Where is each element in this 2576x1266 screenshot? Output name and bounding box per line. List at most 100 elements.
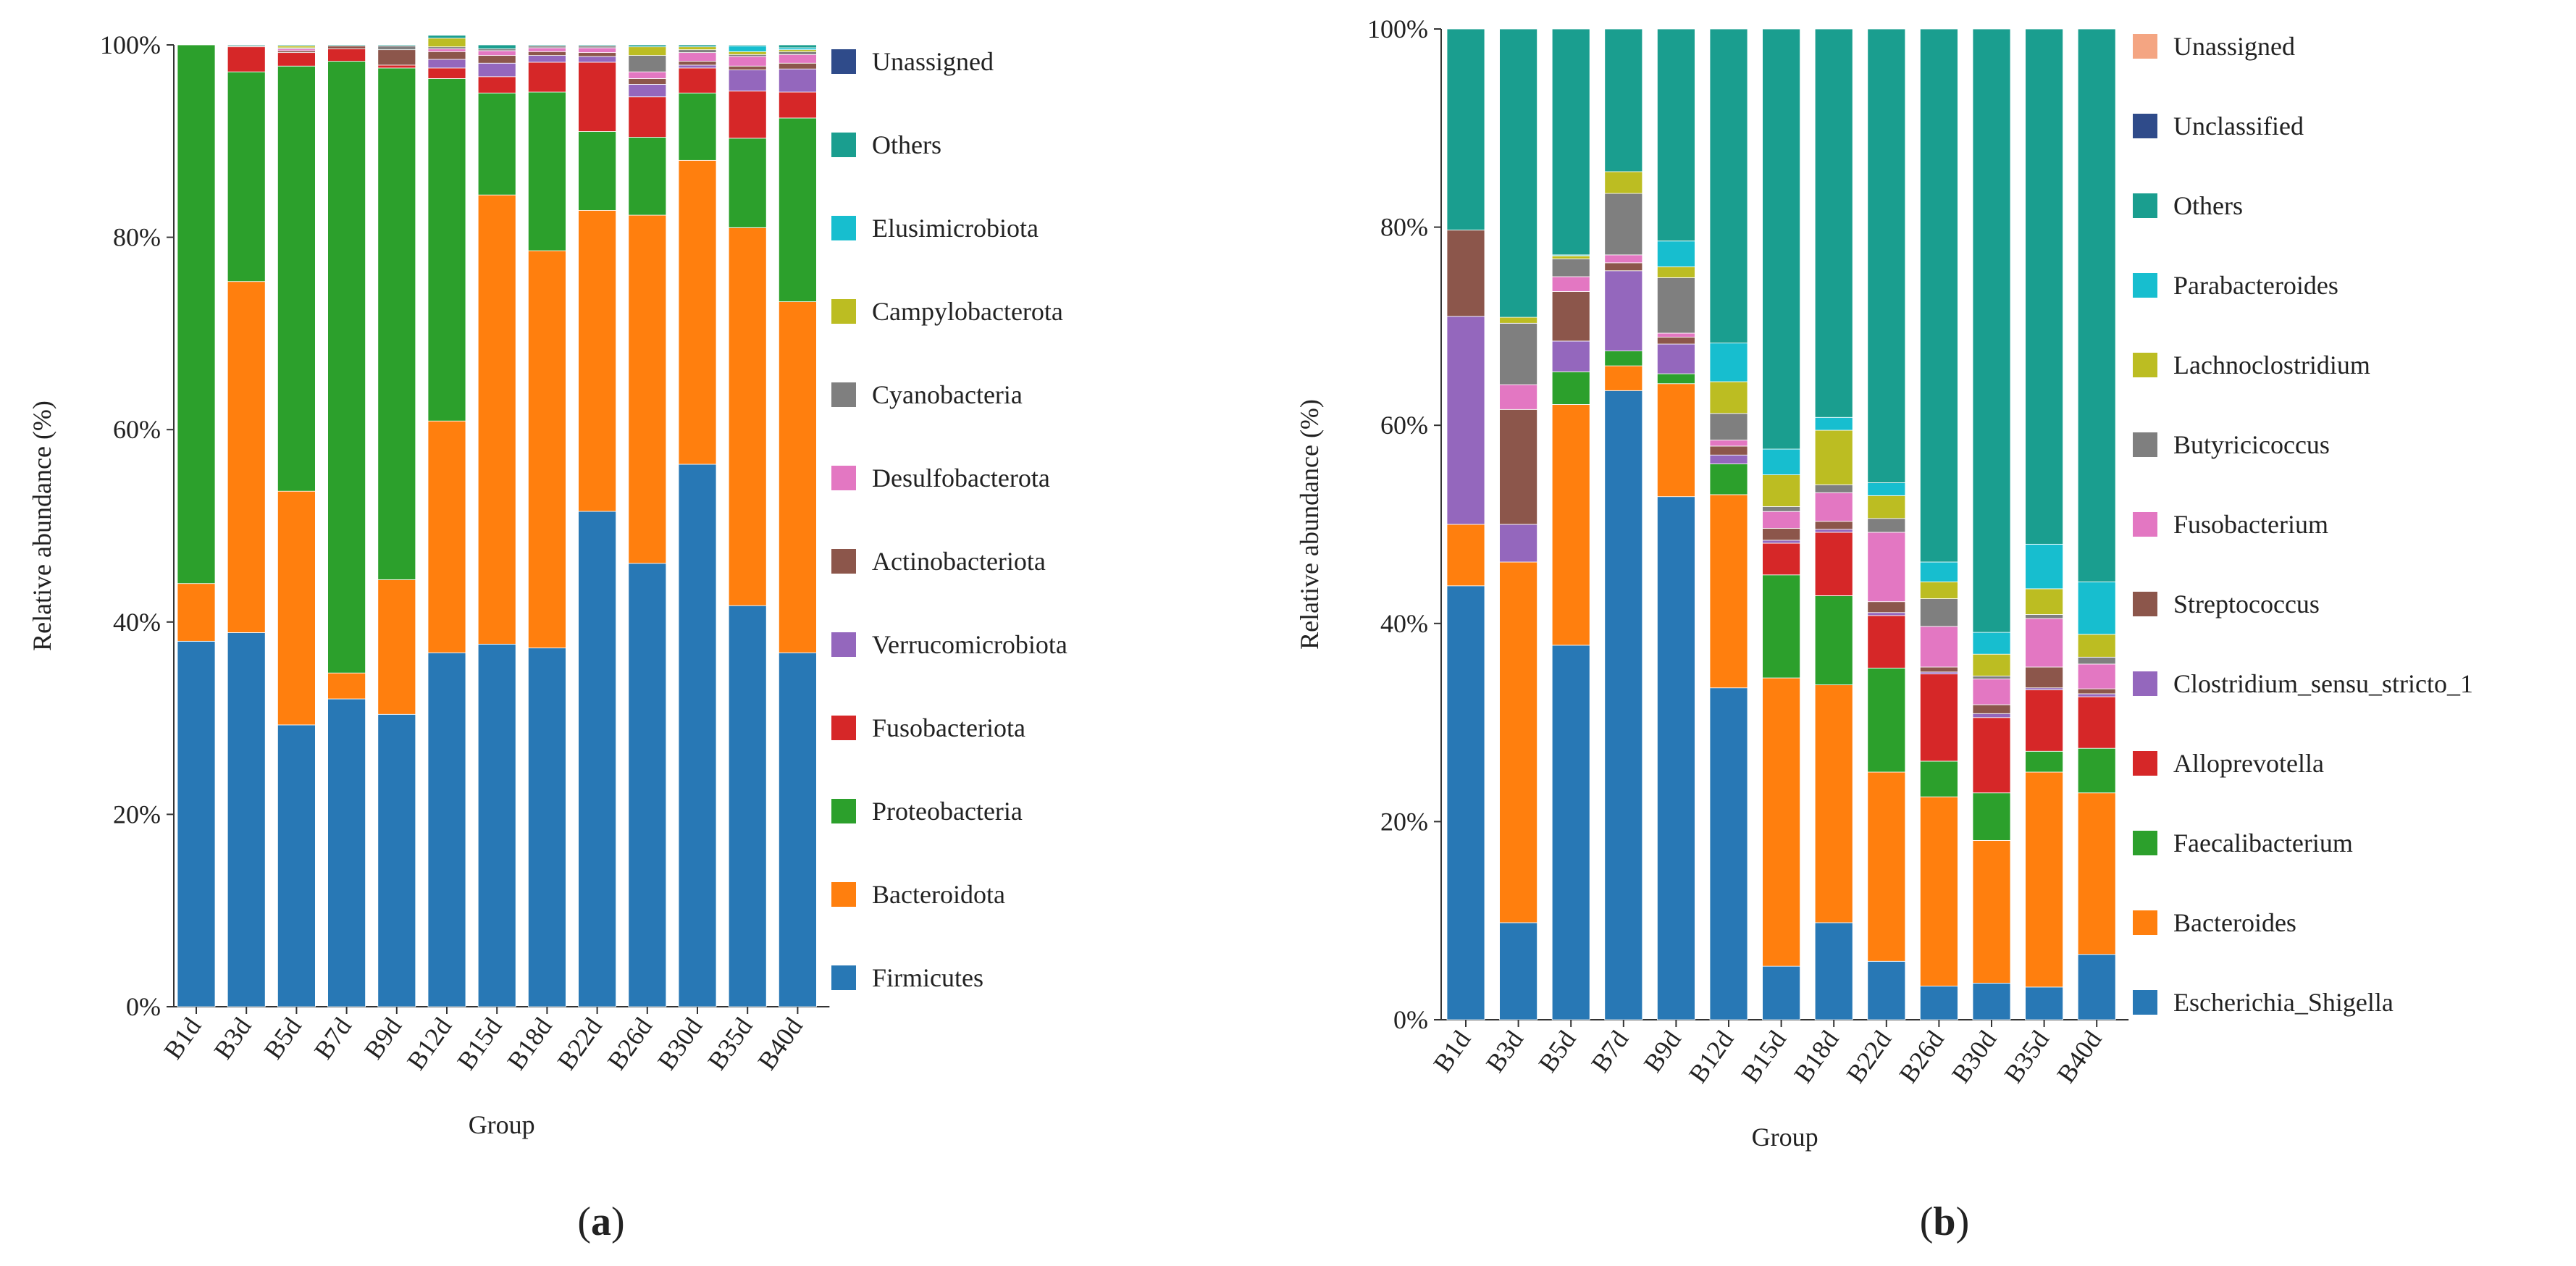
bar-segment-b1d-bacteroidota [177,583,216,642]
legend-label: Proteobacteria [872,797,1023,826]
bar-segment-b26d-streptococcus [1919,666,1958,673]
bar-segment-b30d-escherichia-shigella [1972,982,2011,1020]
bar-segment-b35d-bacteroidota [728,227,767,606]
bar-segment-b3d-butyricicoccus [1499,322,1538,385]
legend-label: Fusobacterium [2173,510,2328,539]
bar-segment-b5d-firmicutes [277,724,316,1007]
bar-segment-b3d-fusobacteriota [227,46,266,72]
bar-segment-b26d-campylobacterota [628,46,667,56]
bar-segment-b5d-butyricicoccus [1551,258,1590,277]
bar-segment-b7d-fusobacteriota [327,48,366,62]
bar-segment-b9d-others [377,44,416,46]
bar-segment-b15d-others [1762,28,1801,450]
bar-segment-b15d-faecalibacterium [1762,574,1801,679]
panel-label: (b) [1920,1199,1969,1244]
x-tick-label: B3d [1480,1026,1529,1078]
bar-segment-b5d-bacteroidota [277,490,316,726]
bar-segment-b5d-fusobacterium [1551,276,1590,292]
bar-segment-b15d-bacteroidota [477,194,516,645]
bar-segment-b15d-alloprevotella [1762,542,1801,576]
bar-segment-b5d-streptococcus [1551,291,1590,342]
bar-segment-b9d-bacteroidota [377,579,416,715]
bar-segment-b15d-others [477,44,516,49]
y-tick-label: 0% [126,992,161,1021]
y-tick-label: 40% [113,608,161,637]
bar-segment-b22d-bacteroides [1867,771,1906,962]
legend-swatch-campylobacterota [831,299,856,324]
x-tick-label: B7d [309,1013,357,1065]
bar-segment-b7d-lachnoclostridium [1604,171,1643,194]
legend-label: Unassigned [872,47,994,76]
bar-segment-b18d-desulfobacterota [528,47,566,52]
x-tick-label: B9d [1638,1026,1687,1078]
bar-segment-b22d-proteobacteria [578,131,616,211]
bar-segment-b40d-firmicutes [779,652,817,1007]
bar-segment-b40d-cyanobacteria [779,51,817,55]
bar-segment-b35d-alloprevotella [2025,689,2064,752]
bar-segment-b35d-actinobacteriota [728,65,767,70]
bar-segment-b35d-butyricicoccus [2025,614,2064,619]
bar-segment-b30d-clostridium-sensu-stricto-1 [1972,713,2011,718]
bar-segment-b1d-firmicutes [177,640,216,1007]
y-tick-label: 80% [1380,213,1428,242]
bar-segment-b15d-streptococcus [1762,528,1801,541]
bar-segment-b30d-streptococcus [1972,704,2011,714]
bar-segment-b9d-streptococcus [1656,337,1695,345]
bar-segment-b30d-proteobacteria [678,92,717,161]
y-axis-title: Relative abundance (%) [1295,399,1324,650]
bar-segment-b26d-verrucomicrobiota [628,84,667,98]
bar-segment-b5d-faecalibacterium [1551,371,1590,405]
bar-segment-b12d-streptococcus [1709,445,1748,456]
bar-segment-b15d-fusobacteriota [477,76,516,93]
bar-segment-b30d-bacteroidota [678,159,717,465]
legend-swatch-actinobacteriota [831,549,856,574]
bar-segment-b3d-lachnoclostridium [1499,316,1538,324]
x-tick-label: B5d [259,1013,307,1065]
bar-segment-b9d-escherichia-shigella [1656,496,1695,1020]
bar-segment-b26d-firmicutes [628,563,667,1007]
bar-segment-b9d-fusobacteriota [377,64,416,69]
bar-segment-b30d-fusobacteriota [678,67,717,93]
legend-swatch-lachnoclostridium [2133,353,2157,377]
bar-segment-b18d-streptococcus [1814,521,1853,530]
bar-segment-b5d-clostridium-sensu-stricto-1 [1551,340,1590,372]
bar-segment-b35d-campylobacterota [728,51,767,55]
bar-segment-b22d-verrucomicrobiota [578,56,616,63]
bar-segment-b18d-bacteroides [1814,684,1853,923]
x-tick-label: B3d [209,1013,257,1065]
bar-segment-b26d-butyricicoccus [1919,598,1958,627]
y-axis-title: Relative abundance (%) [28,401,56,651]
legend-label: Verrucomicrobiota [872,630,1067,659]
bar-segment-b26d-parabacteroides [1919,561,1958,582]
bar-segment-b26d-lachnoclostridium [1919,581,1958,599]
bar-segment-b5d-others [1551,28,1590,256]
bar-segment-b35d-desulfobacterota [728,56,767,67]
bar-segment-b30d-verrucomicrobiota [678,64,717,69]
bar-segment-b35d-clostridium-sensu-stricto-1 [2025,687,2064,690]
bar-segment-b26d-bacteroides [1919,796,1958,986]
bar-segment-b26d-others [1919,28,1958,563]
bar-segment-b9d-actinobacteriota [377,49,416,66]
legend-label: Cyanobacteria [872,380,1023,409]
bar-segment-b35d-proteobacteria [728,138,767,228]
x-tick-label: B22d [552,1013,608,1076]
legend-label: Bacteroides [2173,908,2296,937]
bar-segment-b18d-butyricicoccus [1814,484,1853,493]
bar-segment-b35d-firmicutes [728,605,767,1007]
bar-segment-b22d-others [1867,28,1906,483]
bar-segment-b12d-fusobacterium [1709,440,1748,447]
bar-segment-b30d-actinobacteriota [678,61,717,66]
bar-segment-b9d-cyanobacteria [377,45,416,51]
bar-segment-b18d-others [528,44,566,46]
bar-segment-b3d-bacteroides [1499,561,1538,923]
bar-segment-b18d-firmicutes [528,647,566,1007]
bar-segment-b9d-lachnoclostridium [1656,266,1695,278]
bar-segment-b12d-campylobacterota [427,38,466,48]
bar-segment-b22d-actinobacteriota [578,52,616,57]
bar-segment-b15d-lachnoclostridium [1762,474,1801,507]
bar-segment-b35d-fusobacteriota [728,91,767,139]
x-tick-label: B40d [2051,1026,2107,1089]
legend-label: Desulfobacterota [872,464,1050,492]
bar-segment-b7d-butyricicoccus [1604,193,1643,256]
bar-segment-b40d-fusobacteriota [779,91,817,119]
